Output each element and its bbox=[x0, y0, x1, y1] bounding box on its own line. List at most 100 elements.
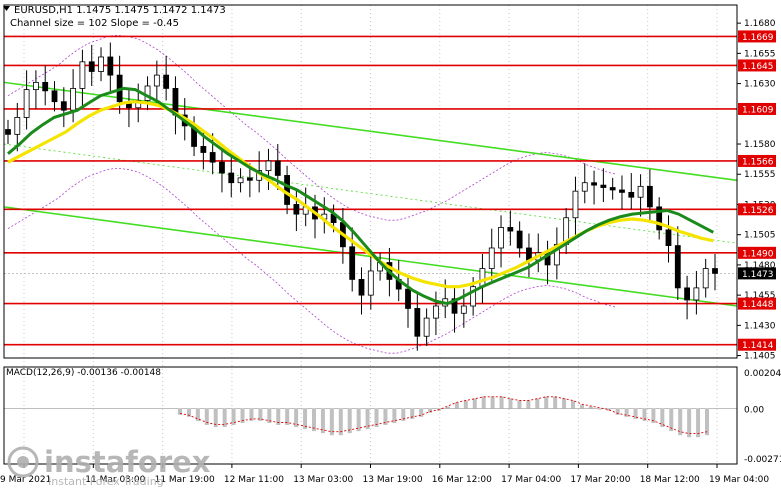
macd-bar bbox=[535, 398, 540, 409]
macd-bar bbox=[660, 408, 665, 428]
candle-body bbox=[553, 243, 560, 266]
macd-bar bbox=[365, 408, 370, 430]
candle-body bbox=[293, 204, 300, 215]
candle-body bbox=[70, 88, 77, 111]
candle-body bbox=[209, 152, 216, 163]
price-tags: 1.1669 1.1645 1.1609 1.1566 1.1526 1.1490 1.14… bbox=[738, 30, 776, 351]
channel-info: Channel size = 102 Slope = -0.45 bbox=[10, 18, 179, 29]
macd-bar bbox=[285, 408, 290, 425]
candle-body bbox=[42, 81, 49, 92]
macd-tick-label: 0.00 bbox=[744, 406, 764, 416]
level-tag-label: 1.1645 bbox=[742, 62, 774, 72]
candle-body bbox=[98, 56, 104, 72]
candle-body bbox=[665, 229, 672, 246]
macd-bar bbox=[303, 408, 308, 430]
macd-tick-label: 0.00204 bbox=[744, 369, 781, 379]
macd-bar bbox=[696, 408, 701, 438]
level-tag-label: 1.1609 bbox=[742, 105, 774, 115]
candle-body bbox=[712, 268, 718, 274]
support-resistance-levels bbox=[4, 35, 737, 346]
x-tick-label: 17 Mar 20:00 bbox=[570, 475, 630, 485]
x-tick-label: 13 Mar 19:00 bbox=[363, 475, 423, 485]
candle-body bbox=[479, 268, 486, 288]
price-panel-frame bbox=[3, 4, 738, 359]
macd-bar bbox=[606, 408, 611, 411]
candle-body bbox=[358, 279, 365, 296]
y-tick-label: 1.1630 bbox=[744, 80, 776, 90]
candle-body bbox=[88, 61, 95, 72]
x-tick-label: 11 Mar 19:00 bbox=[155, 475, 215, 485]
macd-bar bbox=[231, 408, 236, 425]
grid bbox=[23, 5, 718, 464]
macd-bar bbox=[615, 408, 620, 415]
watermark-tagline: Instant Forex Trading bbox=[48, 475, 164, 488]
macd-bar bbox=[472, 398, 477, 409]
macd-bar bbox=[624, 408, 629, 417]
macd-bar bbox=[445, 406, 450, 409]
candle-body bbox=[628, 191, 635, 198]
symbol-line: EURUSD,H1 1.1475 1.1475 1.1472 1.1473 bbox=[14, 5, 226, 16]
candle-body bbox=[498, 227, 504, 249]
macd-bar bbox=[419, 408, 424, 417]
macd-bar bbox=[517, 400, 522, 409]
candle-body bbox=[674, 245, 681, 289]
macd-bar bbox=[579, 404, 584, 409]
macd-bar bbox=[410, 408, 415, 419]
candle-body bbox=[451, 298, 458, 314]
macd-bar bbox=[267, 408, 272, 423]
macd-bar bbox=[463, 400, 468, 409]
x-tick-label: 13 Mar 03:00 bbox=[293, 475, 353, 485]
level-tag-label: 1.1526 bbox=[742, 206, 774, 216]
x-tick-label: 16 Mar 12:00 bbox=[432, 475, 492, 485]
current-price-label: 1.1473 bbox=[742, 270, 774, 280]
candle-body bbox=[516, 230, 523, 249]
candle-body bbox=[572, 190, 579, 219]
candle-body bbox=[405, 288, 411, 309]
candle-body bbox=[600, 184, 607, 188]
macd-bar bbox=[258, 408, 263, 421]
macd-label: MACD(12,26,9) -0.00136 -0.00148 bbox=[6, 368, 161, 378]
candle-body bbox=[684, 287, 690, 301]
watermark-logo-core bbox=[17, 456, 29, 468]
macd-bar bbox=[356, 408, 361, 432]
candle-body bbox=[656, 206, 663, 231]
candle-body bbox=[367, 270, 374, 296]
candle-body bbox=[51, 90, 58, 103]
macd-bar bbox=[249, 408, 254, 421]
macd-panel bbox=[4, 396, 737, 438]
level-tag bbox=[738, 59, 776, 72]
macd-bar bbox=[651, 408, 656, 423]
axes: 9 Mar 2021 11 Mar 03:00 11 Mar 19:00 12 Mar… bbox=[0, 4, 781, 485]
level-tag bbox=[738, 297, 776, 310]
macd-bar bbox=[428, 408, 433, 413]
macd-bar bbox=[481, 396, 486, 409]
macd-bar bbox=[588, 406, 593, 409]
macd-bar bbox=[642, 408, 647, 421]
macd-bar bbox=[454, 402, 459, 409]
level-tag bbox=[738, 246, 776, 259]
candle-body bbox=[433, 305, 439, 319]
candle-body bbox=[423, 317, 430, 337]
y-tick-label: 1.1505 bbox=[744, 231, 776, 241]
level-tag-label: 1.1414 bbox=[742, 341, 774, 351]
dropdown-arrow-icon[interactable] bbox=[3, 6, 10, 11]
level-tag-label: 1.1669 bbox=[742, 33, 774, 43]
candle-body bbox=[228, 172, 235, 184]
candle-body bbox=[637, 185, 644, 198]
envelope-lower bbox=[7, 167, 617, 354]
macd-bar bbox=[562, 398, 567, 409]
candle-body bbox=[200, 146, 207, 153]
macd-bar bbox=[195, 408, 200, 421]
macd-bar bbox=[669, 408, 674, 432]
macd-bar bbox=[240, 408, 245, 423]
x-tick-label: 11 Mar 03:00 bbox=[85, 475, 145, 485]
candle-body bbox=[153, 74, 160, 87]
moving-averages bbox=[7, 86, 714, 306]
x-tick-label: 18 Mar 12:00 bbox=[640, 475, 700, 485]
macd-bar bbox=[204, 408, 209, 425]
y-tick-label: 1.1480 bbox=[744, 261, 776, 271]
candle-body bbox=[14, 117, 21, 135]
macd-bar bbox=[329, 408, 334, 436]
x-tick-label: 9 Mar 2021 bbox=[0, 475, 51, 485]
